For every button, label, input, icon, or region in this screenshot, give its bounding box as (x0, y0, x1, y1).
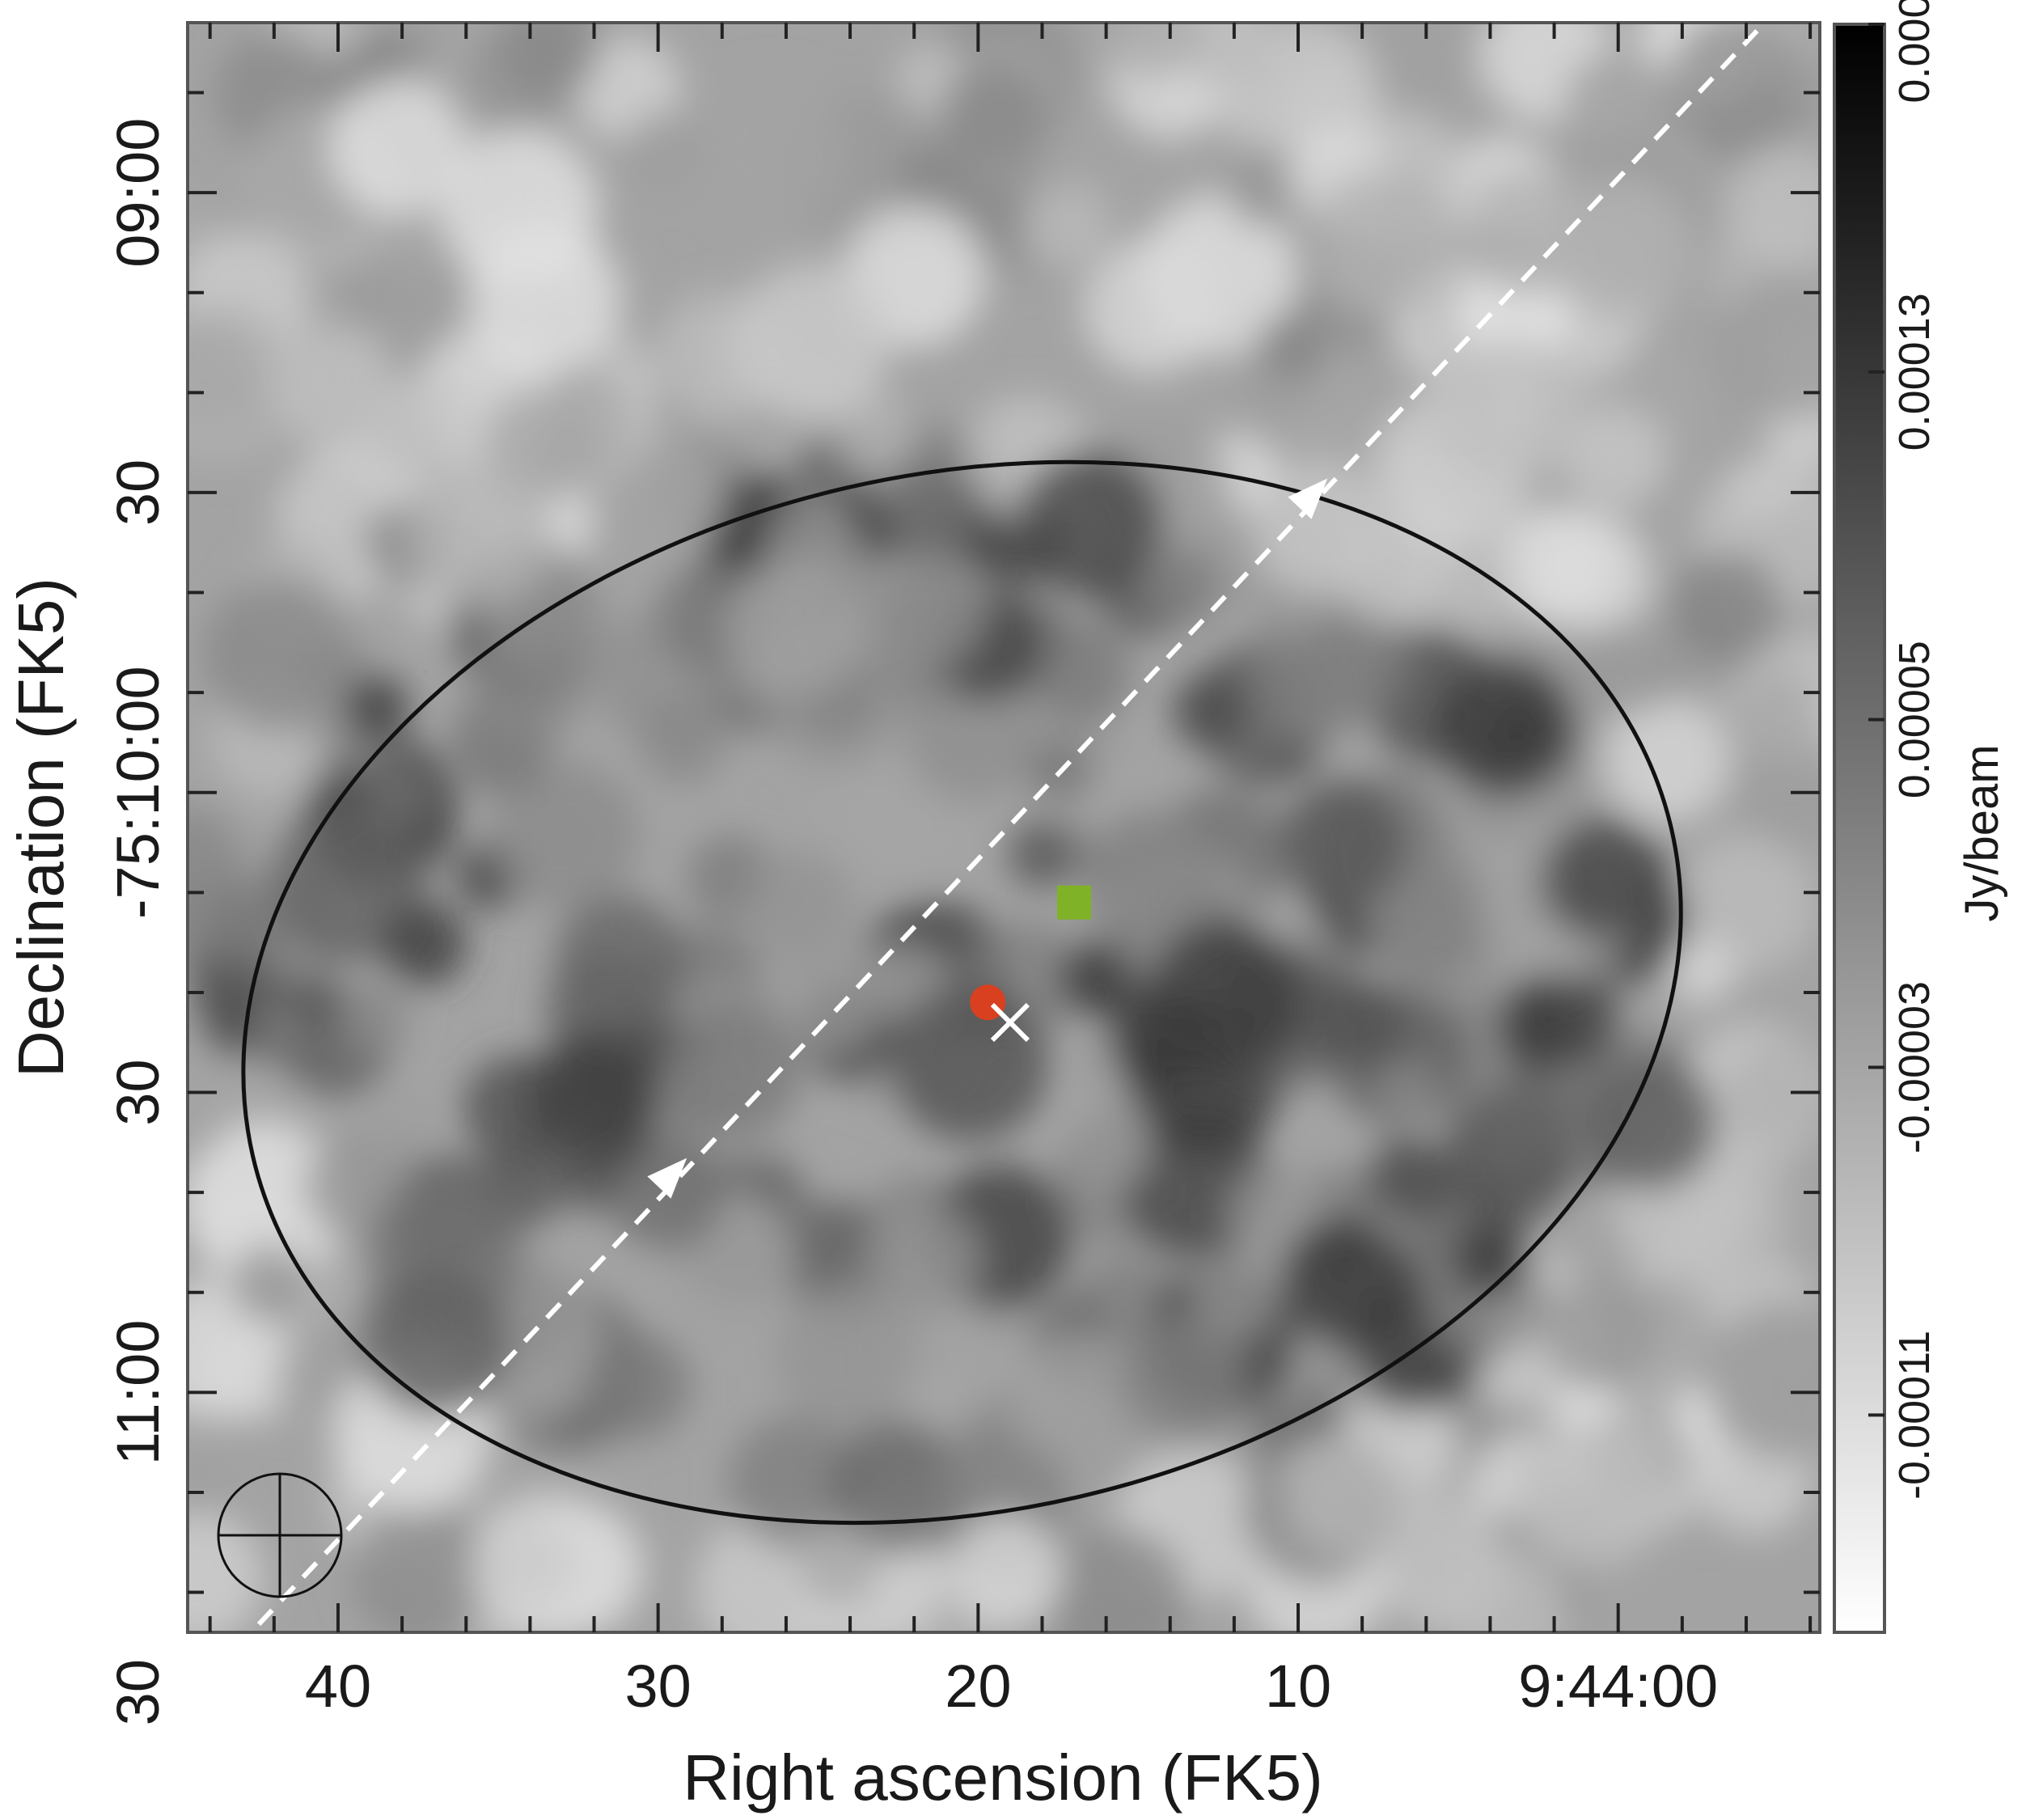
colorbar-tick-label: 0.00013 (1890, 293, 1939, 451)
beam-symbol (217, 1472, 343, 1598)
y-axis-title: Declination (FK5) (5, 578, 77, 1077)
y-tick-label: -75:10:00 (104, 666, 171, 919)
y-tick-label: 09:00 (104, 118, 171, 268)
green-square-marker (1057, 885, 1092, 920)
overlay-layer (217, 23, 1766, 1627)
x-tick-label: 10 (1265, 1653, 1331, 1720)
x-tick-label: 20 (945, 1653, 1011, 1720)
plot-area (188, 23, 1820, 1632)
x-tick-label: 40 (305, 1653, 371, 1720)
colorbar-title: Jy/beam (1956, 744, 2008, 921)
plot-frame (186, 21, 1821, 1634)
colorbar-ticks: 0.00021 0.00013 0.00005 -0.00003 -0.00011 (1868, 0, 1939, 1500)
colorbar-tick-label: -0.00003 (1890, 981, 1939, 1153)
y-tick-label: 30 (104, 459, 171, 526)
y-tick-label: 11:00 (104, 1320, 171, 1466)
intensity-map (188, 23, 1820, 1632)
y-tick-label: 30 (104, 1659, 171, 1725)
x-tick-label: 30 (625, 1653, 692, 1720)
dashed-line (256, 23, 1766, 1627)
colorbar: 0.00021 0.00013 0.00005 -0.00003 -0.00011 Jy… (1833, 0, 2008, 1634)
arrowhead (647, 1158, 687, 1199)
colorbar-tick-label: 0.00005 (1890, 641, 1939, 798)
region-ellipse (241, 459, 1683, 1526)
y-axis: 09:00 30 -75:10:00 30 11:00 30 (104, 91, 1820, 1725)
white-cross-marker (990, 1002, 1030, 1043)
colorbar-tick-label: -0.00011 (1890, 1331, 1939, 1500)
x-tick-label: 9:44:00 (1518, 1653, 1718, 1720)
arrowhead (1288, 478, 1328, 519)
x-axis: 40 30 20 10 9:44:00 (208, 23, 1813, 1720)
x-axis-title: Right ascension (FK5) (683, 1742, 1322, 1814)
colorbar-tick-label: 0.00021 (1890, 0, 1939, 104)
colorbar-gradient (1833, 23, 1886, 1634)
y-tick-label: 30 (104, 1059, 171, 1125)
